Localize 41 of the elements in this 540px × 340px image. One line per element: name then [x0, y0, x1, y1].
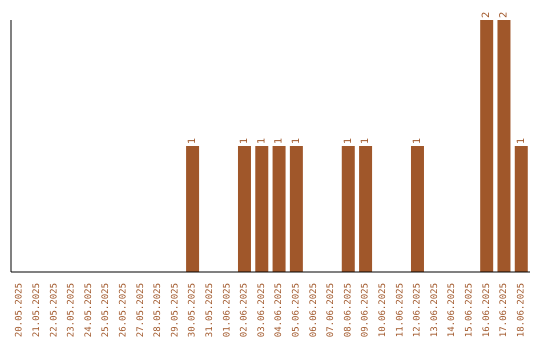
x-tick-label: 04.06.2025 [274, 283, 284, 338]
x-tick-label: 23.05.2025 [66, 283, 77, 338]
x-tick-label: 20.05.2025 [14, 283, 25, 338]
x-tick-label: 07.06.2025 [326, 283, 336, 338]
data-label: 1 [256, 138, 268, 144]
x-tick-label: 06.06.2025 [308, 283, 319, 338]
data-label: 1 [187, 138, 198, 144]
x-tick-label: 12.06.2025 [412, 283, 423, 338]
x-tick-label: 30.05.2025 [188, 283, 198, 338]
data-label: 1 [412, 138, 423, 144]
data-label: 1 [516, 138, 527, 144]
x-tick-label: 13.06.2025 [430, 283, 440, 338]
x-tick-label: 08.06.2025 [343, 283, 354, 338]
x-tick-label: 27.05.2025 [136, 283, 146, 338]
data-label: 1 [274, 138, 285, 144]
data-label: 1 [290, 138, 302, 144]
x-tick-label: 25.05.2025 [101, 283, 112, 338]
x-tick-label: 17.06.2025 [499, 283, 510, 338]
data-label: 2 [498, 12, 510, 18]
x-tick-label: 24.05.2025 [84, 283, 94, 338]
x-tick-label: 01.06.2025 [222, 283, 232, 338]
data-label: 2 [481, 12, 492, 18]
data-label: 1 [360, 138, 372, 144]
data-label: 1 [342, 138, 354, 144]
x-tick-label: 18.06.2025 [516, 283, 526, 338]
x-tick-label: 03.06.2025 [256, 283, 267, 338]
data-label: 1 [238, 138, 250, 144]
x-tick-label: 02.06.2025 [240, 283, 250, 338]
x-tick-label: 15.06.2025 [464, 283, 474, 338]
x-tick-label: 11.06.2025 [395, 283, 406, 338]
x-tick-label: 26.05.2025 [118, 283, 128, 338]
x-tick-label: 22.05.2025 [49, 283, 60, 338]
x-tick-label: 10.06.2025 [378, 283, 388, 338]
x-tick-label: 05.06.2025 [291, 283, 302, 338]
x-tick-label: 14.06.2025 [447, 283, 458, 338]
x-tick-label: 31.05.2025 [204, 283, 215, 338]
x-tick-label: 21.05.2025 [32, 283, 42, 338]
x-tick-label: 09.06.2025 [360, 283, 371, 338]
x-tick-label: 28.05.2025 [153, 283, 164, 338]
x-tick-label: 16.06.2025 [482, 283, 492, 338]
x-tick-label: 29.05.2025 [170, 283, 180, 338]
